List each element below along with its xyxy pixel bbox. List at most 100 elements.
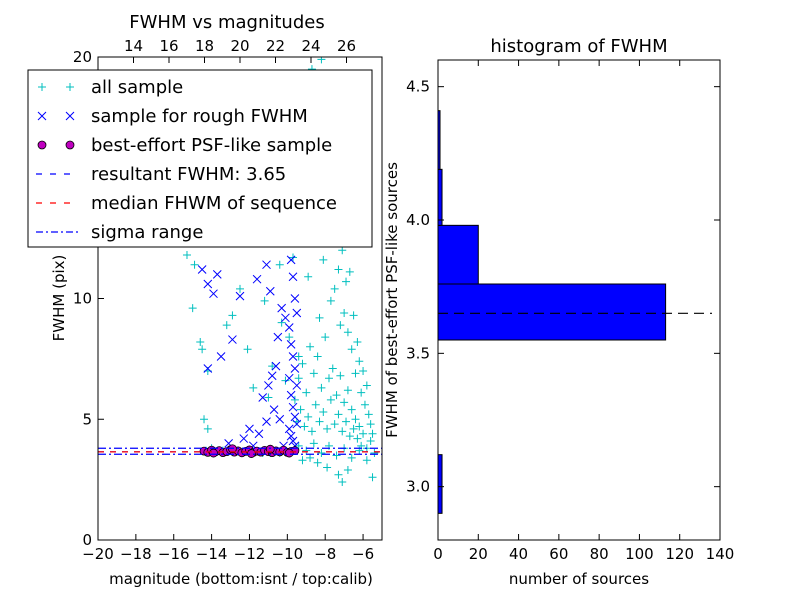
data-point xyxy=(203,364,213,373)
data-point xyxy=(359,429,368,438)
data-point xyxy=(203,279,213,289)
data-point xyxy=(351,415,360,424)
data-point xyxy=(360,400,369,409)
data-point xyxy=(288,272,298,282)
x-tick-label: −10 xyxy=(272,545,304,563)
data-point xyxy=(362,456,371,465)
scatter-panel: FWHM vs magnitudes −20 −18 −16 −14 −12 −10 −8−… xyxy=(27,12,383,588)
data-point xyxy=(364,410,373,419)
data-point xyxy=(340,398,349,407)
histogram-x-axis-label: number of sources xyxy=(509,570,649,588)
data-point xyxy=(342,277,351,286)
data-point xyxy=(306,342,315,351)
data-point xyxy=(254,429,264,439)
data-point xyxy=(336,321,345,330)
data-point xyxy=(315,313,324,322)
x-tick-label: −20 xyxy=(82,545,114,563)
legend-box xyxy=(27,69,373,248)
data-point xyxy=(290,412,300,422)
x-tick-label: 100 xyxy=(625,545,654,563)
x-tick-label: −14 xyxy=(196,545,228,563)
x-tick-label: 0 xyxy=(433,545,443,563)
data-point xyxy=(281,313,290,323)
histogram-title: histogram of FWHM xyxy=(490,36,667,57)
data-point xyxy=(222,321,231,330)
top-x-tick-label: 26 xyxy=(337,37,356,55)
scatter-x-axis-label: magnitude (bottom:isnt / top:calib) xyxy=(109,570,373,588)
top-x-tick-label: 18 xyxy=(195,37,214,55)
scatter-title: FWHM vs magnitudes xyxy=(129,12,324,33)
data-point xyxy=(271,361,281,371)
scatter-legend: all sample sample for rough FWHM best-effo… xyxy=(27,69,373,248)
data-point xyxy=(317,449,326,458)
data-point xyxy=(236,284,244,293)
data-point xyxy=(349,311,358,320)
data-point xyxy=(315,417,324,426)
data-point xyxy=(319,408,328,417)
data-point xyxy=(309,439,318,448)
data-point xyxy=(252,274,262,284)
data-point xyxy=(304,412,313,421)
legend-label: median FHWM of sequence xyxy=(91,193,337,214)
data-point xyxy=(197,265,207,274)
data-point xyxy=(330,284,339,293)
legend-marker xyxy=(65,111,75,121)
legend-label: sigma range xyxy=(91,222,203,243)
data-point xyxy=(334,265,343,274)
x-tick-label: 40 xyxy=(509,545,528,563)
y-tick-label: 5 xyxy=(82,410,92,428)
data-point xyxy=(228,335,237,344)
data-point xyxy=(343,328,352,337)
data-point xyxy=(196,337,205,346)
data-point xyxy=(357,388,366,397)
data-point xyxy=(281,376,290,385)
data-point xyxy=(319,255,328,264)
legend-marker xyxy=(37,140,47,150)
data-point xyxy=(353,337,362,346)
data-point xyxy=(340,308,349,317)
y-tick-label: 20 xyxy=(73,48,92,66)
data-point xyxy=(311,400,320,409)
data-point xyxy=(182,251,191,260)
data-point xyxy=(307,427,316,436)
data-point xyxy=(265,286,275,296)
data-point xyxy=(285,333,294,342)
data-point xyxy=(347,405,356,414)
x-tick-label: −6 xyxy=(352,545,374,563)
data-point xyxy=(347,453,356,462)
data-point xyxy=(343,465,352,474)
legend-entry: best-effort PSF-like sample xyxy=(37,135,332,156)
legend-entry: sample for rough FWHM xyxy=(37,106,308,127)
data-point xyxy=(362,381,371,390)
x-tick-label: −8 xyxy=(314,545,336,563)
data-point xyxy=(286,340,296,349)
x-tick-label: 60 xyxy=(549,545,568,563)
data-point xyxy=(286,431,296,441)
legend-marker xyxy=(66,83,74,91)
data-point xyxy=(343,386,352,395)
data-point xyxy=(321,333,330,342)
histogram-bar xyxy=(437,454,443,514)
data-point xyxy=(190,260,199,269)
data-point xyxy=(284,448,294,458)
data-point xyxy=(342,417,351,426)
data-point xyxy=(284,323,294,332)
x-tick-label: 80 xyxy=(590,545,609,563)
legend-marker xyxy=(65,140,75,150)
data-point xyxy=(286,255,296,265)
histogram-bar xyxy=(437,224,479,285)
data-point xyxy=(290,395,299,404)
data-point xyxy=(345,432,354,441)
data-point xyxy=(216,352,226,361)
data-point xyxy=(249,383,258,392)
legend-entry: median FHWM of sequence xyxy=(36,193,337,214)
data-point xyxy=(323,424,332,433)
y-tick-label: 4.5 xyxy=(406,78,430,96)
data-point xyxy=(212,269,222,279)
data-point xyxy=(228,311,237,320)
data-point xyxy=(349,424,358,433)
top-x-tick-label: 20 xyxy=(230,37,249,55)
data-point xyxy=(351,369,360,378)
x-tick-label: 120 xyxy=(665,545,694,563)
scatter-ticks: −20 −18 −16 −14 −12 −10 −8 −6 14 16 18 20 22 24 26 0 5 10… xyxy=(73,37,374,563)
